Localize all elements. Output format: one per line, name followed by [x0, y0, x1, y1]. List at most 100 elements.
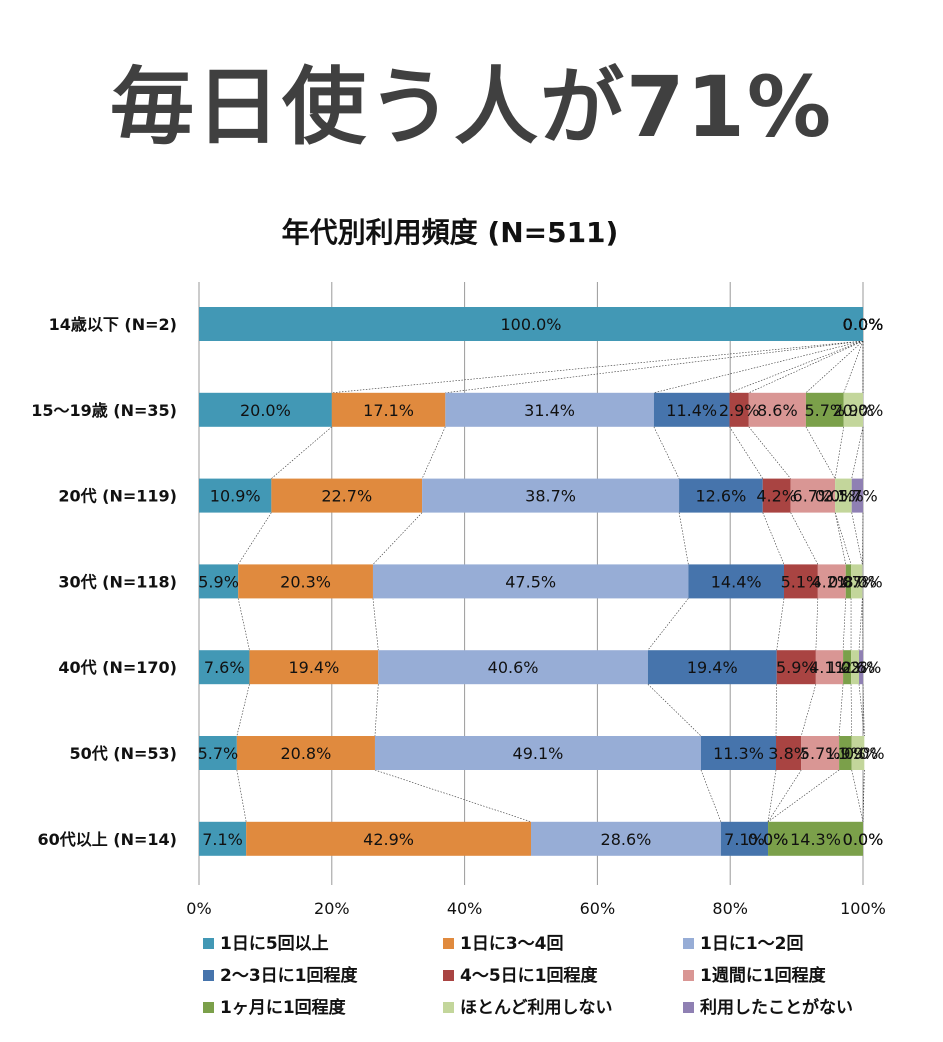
data-label: 11.4%	[666, 401, 717, 420]
data-label: 0.0%	[843, 830, 884, 849]
data-label: 19.4%	[288, 658, 339, 677]
series-line	[834, 512, 847, 565]
data-label: 40.6%	[488, 658, 539, 677]
series-line	[851, 426, 864, 479]
series-line	[776, 598, 785, 651]
bar-segment	[199, 821, 247, 856]
bar-segment	[790, 478, 836, 513]
data-label: 5.7%	[198, 744, 239, 763]
bar-segment	[199, 650, 250, 685]
legend-label: ほとんど利用しない	[460, 997, 613, 1018]
legend-label: 1日に1～2回	[700, 934, 804, 954]
bar-segment	[783, 564, 818, 599]
bar-segment	[653, 392, 730, 427]
series-line	[236, 684, 250, 737]
data-label: 0.0%	[843, 830, 884, 849]
bar-segment	[859, 650, 863, 685]
series-line	[762, 512, 785, 565]
data-label: 5.9%	[198, 572, 239, 591]
series-line	[374, 769, 532, 823]
bar-segment	[238, 564, 373, 599]
bar-segment	[845, 564, 852, 599]
bar-segment	[762, 478, 791, 513]
data-label: 19.4%	[687, 658, 738, 677]
bar-segment	[378, 650, 648, 685]
bar-segment	[843, 392, 863, 427]
data-label: 0.0%	[843, 315, 884, 334]
series-line	[842, 598, 847, 651]
legend-label: 1日に5回以上	[220, 934, 329, 954]
data-label: 0.0%	[843, 315, 884, 334]
bar-segment	[748, 392, 806, 427]
data-label: 7.1%	[724, 830, 765, 849]
bar-segment	[851, 564, 863, 599]
bar-segment	[843, 650, 852, 685]
data-label: 0.0%	[843, 401, 884, 420]
chart-title: 年代別利用頻度 (N=511)	[282, 216, 619, 249]
data-label: 0.0%	[843, 315, 884, 334]
bar-segment	[720, 821, 769, 856]
series-line	[862, 598, 864, 651]
data-label: 11.3%	[713, 744, 764, 763]
legend-swatch	[683, 1002, 694, 1013]
data-label: 5.1%	[781, 572, 822, 591]
data-label: 2.9%	[833, 401, 874, 420]
bar-segment	[372, 564, 689, 599]
data-label: 5.7%	[800, 744, 841, 763]
series-line	[445, 340, 864, 394]
data-label: 0.0%	[843, 315, 884, 334]
data-label: 1.2%	[835, 658, 876, 677]
legend-label: 1日に3～4回	[460, 934, 564, 954]
legend-swatch	[683, 938, 694, 949]
bar-segment	[776, 736, 802, 770]
data-label: 0.0%	[748, 830, 789, 849]
data-label: 14.4%	[711, 572, 762, 591]
series-line	[331, 340, 864, 394]
data-label: 47.5%	[505, 572, 556, 591]
bar-segment	[801, 736, 840, 770]
bar-segment	[839, 736, 852, 770]
data-label: 1.9%	[825, 744, 866, 763]
series-line	[851, 769, 864, 822]
data-label: 1.2%	[827, 658, 868, 677]
data-label: 4.1%	[809, 658, 850, 677]
series-line	[237, 512, 272, 565]
bar-segment	[647, 650, 777, 685]
series-line	[775, 684, 777, 737]
legend-swatch	[203, 1002, 214, 1013]
series-line	[647, 683, 702, 737]
data-label: 49.1%	[513, 744, 564, 763]
category-labels: 14歳以下 (N=2) 15～19歳 (N=35) 20代 (N=119) 30代 (…	[31, 315, 177, 849]
data-label: 4.2%	[756, 487, 797, 506]
series-line	[790, 512, 819, 565]
bar-segment	[199, 478, 272, 513]
series-line	[862, 684, 865, 737]
bar-segment	[729, 392, 749, 427]
data-label: 28.6%	[601, 830, 652, 849]
series-line	[805, 340, 864, 394]
series-line	[767, 769, 840, 823]
bar-segment	[835, 478, 852, 513]
category-label: 14歳以下 (N=2)	[49, 315, 177, 334]
category-label: 40代 (N=170)	[58, 658, 177, 677]
x-tick-label: 80%	[712, 899, 748, 918]
series-line	[729, 340, 864, 394]
series-line	[858, 598, 863, 651]
bar-segment	[531, 821, 721, 856]
series-line	[850, 684, 853, 737]
legend-swatch	[683, 970, 694, 981]
bar-segment	[236, 736, 375, 770]
data-label: 5.7%	[804, 401, 845, 420]
data-label: 20.8%	[280, 744, 331, 763]
bar-segment	[679, 478, 763, 513]
bar-segment	[271, 478, 423, 513]
series-line	[678, 512, 689, 565]
bar-segment	[805, 392, 844, 427]
legend-swatch	[203, 938, 214, 949]
bar-segment	[199, 564, 239, 599]
category-label: 30代 (N=118)	[58, 572, 177, 591]
series-line	[748, 426, 791, 479]
data-label: 22.7%	[321, 487, 372, 506]
data-label: 1.7%	[837, 487, 878, 506]
